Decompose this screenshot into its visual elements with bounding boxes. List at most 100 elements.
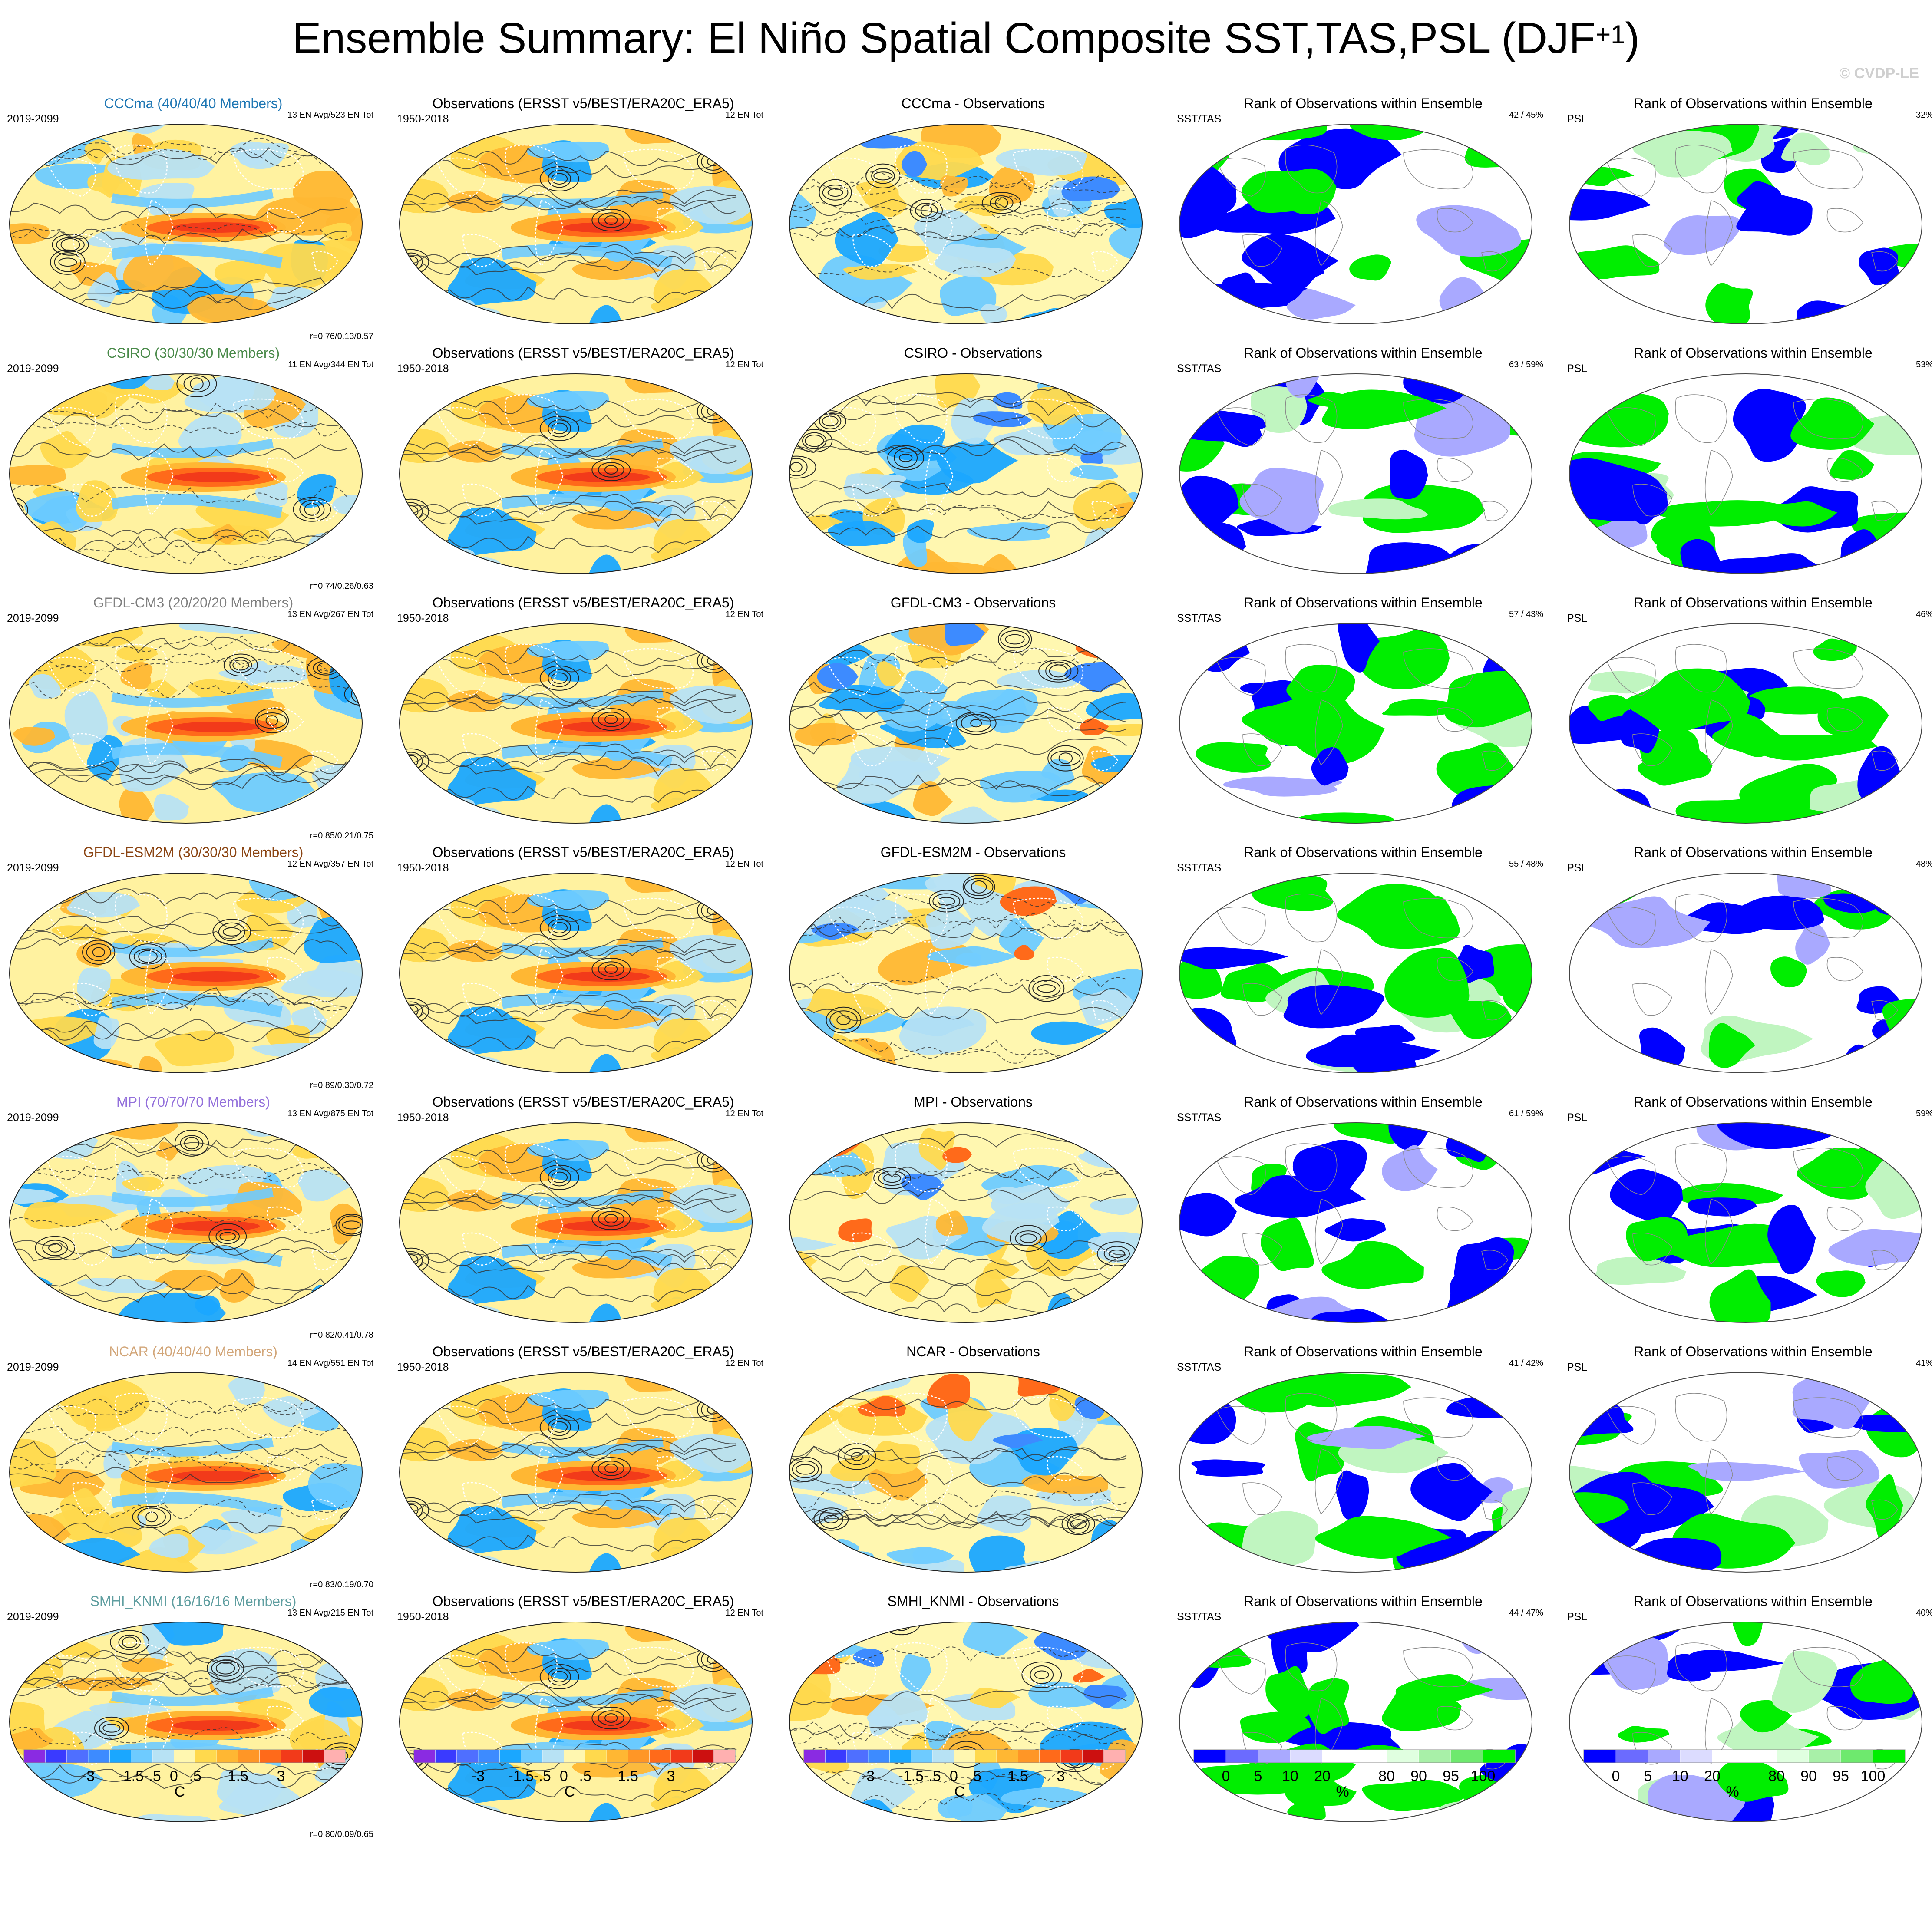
panel-title: Rank of Observations within Ensemble <box>1634 1593 1873 1609</box>
panel-title: Rank of Observations within Ensemble <box>1634 1344 1873 1359</box>
panel-right-label: 57 / 43% <box>1509 610 1543 619</box>
panel-left-label: PSL <box>1567 1111 1588 1124</box>
difference-panel: CCCma - Observations <box>780 95 1166 344</box>
panel-right-label: 12 EN Tot <box>725 110 763 120</box>
panel-title: CSIRO - Observations <box>904 345 1043 361</box>
colorbar-tick-label: 80 <box>1378 1768 1395 1784</box>
colorbar-tick-label: 3 <box>667 1768 675 1784</box>
colorbar-tick-label: 0 <box>560 1768 568 1784</box>
panel-title: Rank of Observations within Ensemble <box>1634 1094 1873 1110</box>
panel-left-label: 2019-2099 <box>7 612 59 624</box>
colorbar-swatch <box>1082 1749 1104 1763</box>
pattern-correlation: r=0.80/0.09/0.65 <box>310 1830 373 1839</box>
panel-left-label: 1950-2018 <box>397 1361 449 1373</box>
colorbar-swatch <box>152 1749 175 1763</box>
panel-left-label: 2019-2099 <box>7 1361 59 1373</box>
colorbar-swatch <box>1776 1749 1809 1763</box>
panel-left-label: PSL <box>1567 113 1588 125</box>
colorbar-swatch <box>1258 1749 1291 1763</box>
observations-panel: Observations (ERSST v5/BEST/ERA20C_ERA5)… <box>390 594 776 844</box>
colorbar-tick-label: -1.5 <box>118 1768 144 1784</box>
observations-panel: Observations (ERSST v5/BEST/ERA20C_ERA5)… <box>390 844 776 1093</box>
colorbar-swatch <box>1322 1749 1355 1763</box>
panel-right-label: 12 EN Tot <box>725 859 763 869</box>
colorbar-swatch <box>846 1749 869 1763</box>
world-map <box>789 1372 1143 1573</box>
panel-title: CCCma - Observations <box>901 96 1045 111</box>
colorbar-swatch <box>889 1749 912 1763</box>
panel-left-label: SST/TAS <box>1177 363 1222 375</box>
colorbar-swatch <box>649 1749 671 1763</box>
world-map <box>789 373 1143 574</box>
colorbar-tick-label: -.5 <box>534 1768 551 1784</box>
observations-panel: Observations (ERSST v5/BEST/ERA20C_ERA5)… <box>390 1593 776 1842</box>
panel-title: Rank of Observations within Ensemble <box>1634 345 1873 361</box>
world-map <box>9 1122 363 1323</box>
panel-left-label: SST/TAS <box>1177 1361 1222 1373</box>
colorbar-swatch <box>1808 1749 1841 1763</box>
colorbar-swatch <box>478 1749 500 1763</box>
colorbar-swatch <box>585 1749 607 1763</box>
world-map <box>1569 623 1923 824</box>
colorbar-unit: % <box>1336 1784 1349 1800</box>
world-map <box>1569 873 1923 1073</box>
colorbar-tick-label: .5 <box>189 1768 201 1784</box>
observations-panel: Observations (ERSST v5/BEST/ERA20C_ERA5)… <box>390 1093 776 1343</box>
world-map <box>1179 873 1533 1073</box>
colorbar-swatch <box>1744 1749 1777 1763</box>
panel-left-label: SST/TAS <box>1177 113 1222 125</box>
panel-left-label: 1950-2018 <box>397 1111 449 1124</box>
panel-title: NCAR (40/40/40 Members) <box>109 1344 277 1359</box>
panel-right-label: 11 EN Avg/344 EN Tot <box>288 360 373 369</box>
panel-left-label: 2019-2099 <box>7 862 59 874</box>
world-map <box>1179 623 1533 824</box>
panel-left-label: 1950-2018 <box>397 612 449 624</box>
rank-psl-panel: Rank of Observations within Ensemble PSL 4… <box>1560 1343 1932 1593</box>
difference-panel: MPI - Observations <box>780 1093 1166 1343</box>
colorbar-tick-label: 100 <box>1471 1768 1496 1784</box>
rank-sst-panel: Rank of Observations within Ensemble SST/… <box>1170 344 1556 594</box>
rank-psl-panel: Rank of Observations within Ensemble PSL 4… <box>1560 1593 1932 1842</box>
colorbar-tick-label: 1.5 <box>1008 1768 1028 1784</box>
panel-title: Observations (ERSST v5/BEST/ERA20C_ERA5) <box>432 595 734 610</box>
colorbar-swatch <box>1354 1749 1387 1763</box>
colorbar-tick-label: 3 <box>277 1768 285 1784</box>
world-map <box>1179 1372 1533 1573</box>
colorbar-tick-label: -3 <box>82 1768 95 1784</box>
panel-left-label: 2019-2099 <box>7 1611 59 1623</box>
panel-right-label: 44 / 47% <box>1509 1608 1543 1618</box>
panel-left-label: 2019-2099 <box>7 363 59 375</box>
colorbar-tick-label: 20 <box>1314 1768 1331 1784</box>
colorbar-tick-label: 0 <box>1222 1768 1230 1784</box>
colorbar-tick-label: 5 <box>1644 1768 1652 1784</box>
colorbar-swatch <box>975 1749 997 1763</box>
world-map <box>1569 124 1923 324</box>
colorbar-swatch <box>23 1749 46 1763</box>
colorbar-svg: -3 -1.5 -.5 0 .5 1.5 3 C <box>23 1749 346 1800</box>
colorbar-swatch <box>1193 1749 1226 1763</box>
colorbar-swatch <box>911 1749 933 1763</box>
model-composite-panel: GFDL-ESM2M (30/30/30 Members) 2019-2099 12… <box>0 844 386 1093</box>
panel-left-label: SST/TAS <box>1177 862 1222 874</box>
colorbar-swatch <box>563 1749 586 1763</box>
observations-panel: Observations (ERSST v5/BEST/ERA20C_ERA5)… <box>390 344 776 594</box>
colorbar-unit: C <box>565 1784 575 1800</box>
panel-left-label: 1950-2018 <box>397 113 449 125</box>
panel-right-label: 41% <box>1915 1359 1932 1368</box>
panel-title: Rank of Observations within Ensemble <box>1634 844 1873 860</box>
panel-title: MPI (70/70/70 Members) <box>116 1094 270 1110</box>
panel-right-label: 40% <box>1915 1608 1932 1618</box>
pattern-correlation: r=0.74/0.26/0.63 <box>310 581 373 591</box>
colorbar_rank-colorbar: 0 5 10 20 80 90 95 100% <box>1170 1741 1556 1802</box>
colorbar-swatch <box>281 1749 303 1763</box>
panel-title: CSIRO (30/30/30 Members) <box>106 345 280 361</box>
panel-title: Rank of Observations within Ensemble <box>1244 96 1483 111</box>
colorbar_temp-colorbar: -3 -1.5 -.5 0 .5 1.5 3 C <box>390 1741 776 1802</box>
colorbar-tick-label: 95 <box>1833 1768 1849 1784</box>
model-composite-panel: SMHI_KNMI (16/16/16 Members) 2019-2099 13 … <box>0 1593 386 1842</box>
colorbar-swatch <box>803 1749 826 1763</box>
panel-title: Observations (ERSST v5/BEST/ERA20C_ERA5) <box>432 1094 734 1110</box>
colorbar-swatch <box>868 1749 890 1763</box>
panel-right-label: 63 / 59% <box>1509 360 1543 369</box>
